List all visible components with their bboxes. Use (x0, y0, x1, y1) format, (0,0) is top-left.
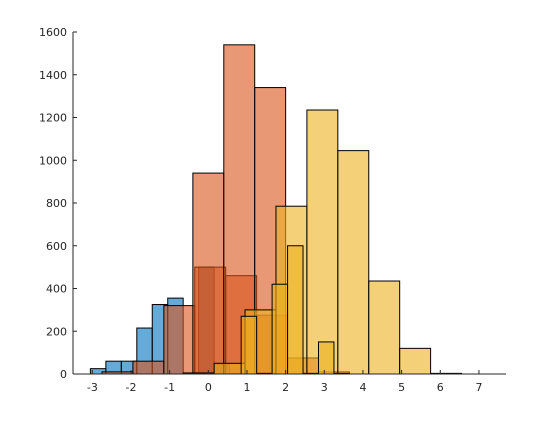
histogram-bar-s1-b2 (163, 305, 196, 375)
x-tick-label: -2 (126, 381, 137, 394)
histogram-bar-s4-b5 (318, 341, 335, 375)
axes-layer: -3 -2 -1 0 1 2 3 4 5 6 7 0 200 400 600 800 1000 1200 1400 1… (39, 26, 506, 394)
y-tick-label: 1000 (39, 154, 67, 167)
y-tick-label: 600 (46, 240, 67, 253)
y-tick-label: 1600 (39, 26, 67, 39)
y-tick-label: 200 (46, 325, 67, 338)
histogram-bar-s3-b7 (399, 347, 432, 375)
x-tick-label: 4 (359, 381, 366, 394)
x-tick-label: 5 (398, 381, 405, 394)
histogram-bar-s4-b2 (271, 283, 289, 375)
x-tick-label: 1 (243, 381, 250, 394)
x-tick-label: 2 (282, 381, 289, 394)
x-tick-label: -3 (87, 381, 98, 394)
x-tick-label: 0 (205, 381, 212, 394)
histogram-bar-s3-b1 (213, 362, 246, 375)
histogram-bar-s2-b0 (192, 172, 225, 375)
histogram-bar-s3-b5 (337, 150, 370, 375)
histogram-bar-s1-b1 (132, 360, 165, 375)
y-tick-label: 1400 (39, 69, 67, 82)
bars-layer (89, 44, 463, 375)
histogram-bar-s4-b0 (240, 315, 258, 375)
x-tick-label: 6 (437, 381, 444, 394)
histogram-bar-s3-b6 (368, 280, 401, 375)
y-tick-label: 1200 (39, 112, 67, 125)
x-tick-label: 7 (475, 381, 482, 394)
y-tick-label: 0 (60, 368, 67, 381)
histogram-bar-s3-b4 (306, 109, 339, 375)
y-tick-label: 400 (46, 283, 67, 296)
x-tick-label: -1 (164, 381, 175, 394)
x-tick-label: 3 (321, 381, 328, 394)
y-tick-label: 800 (46, 197, 67, 210)
histogram-bar-s4-b3 (287, 245, 304, 375)
